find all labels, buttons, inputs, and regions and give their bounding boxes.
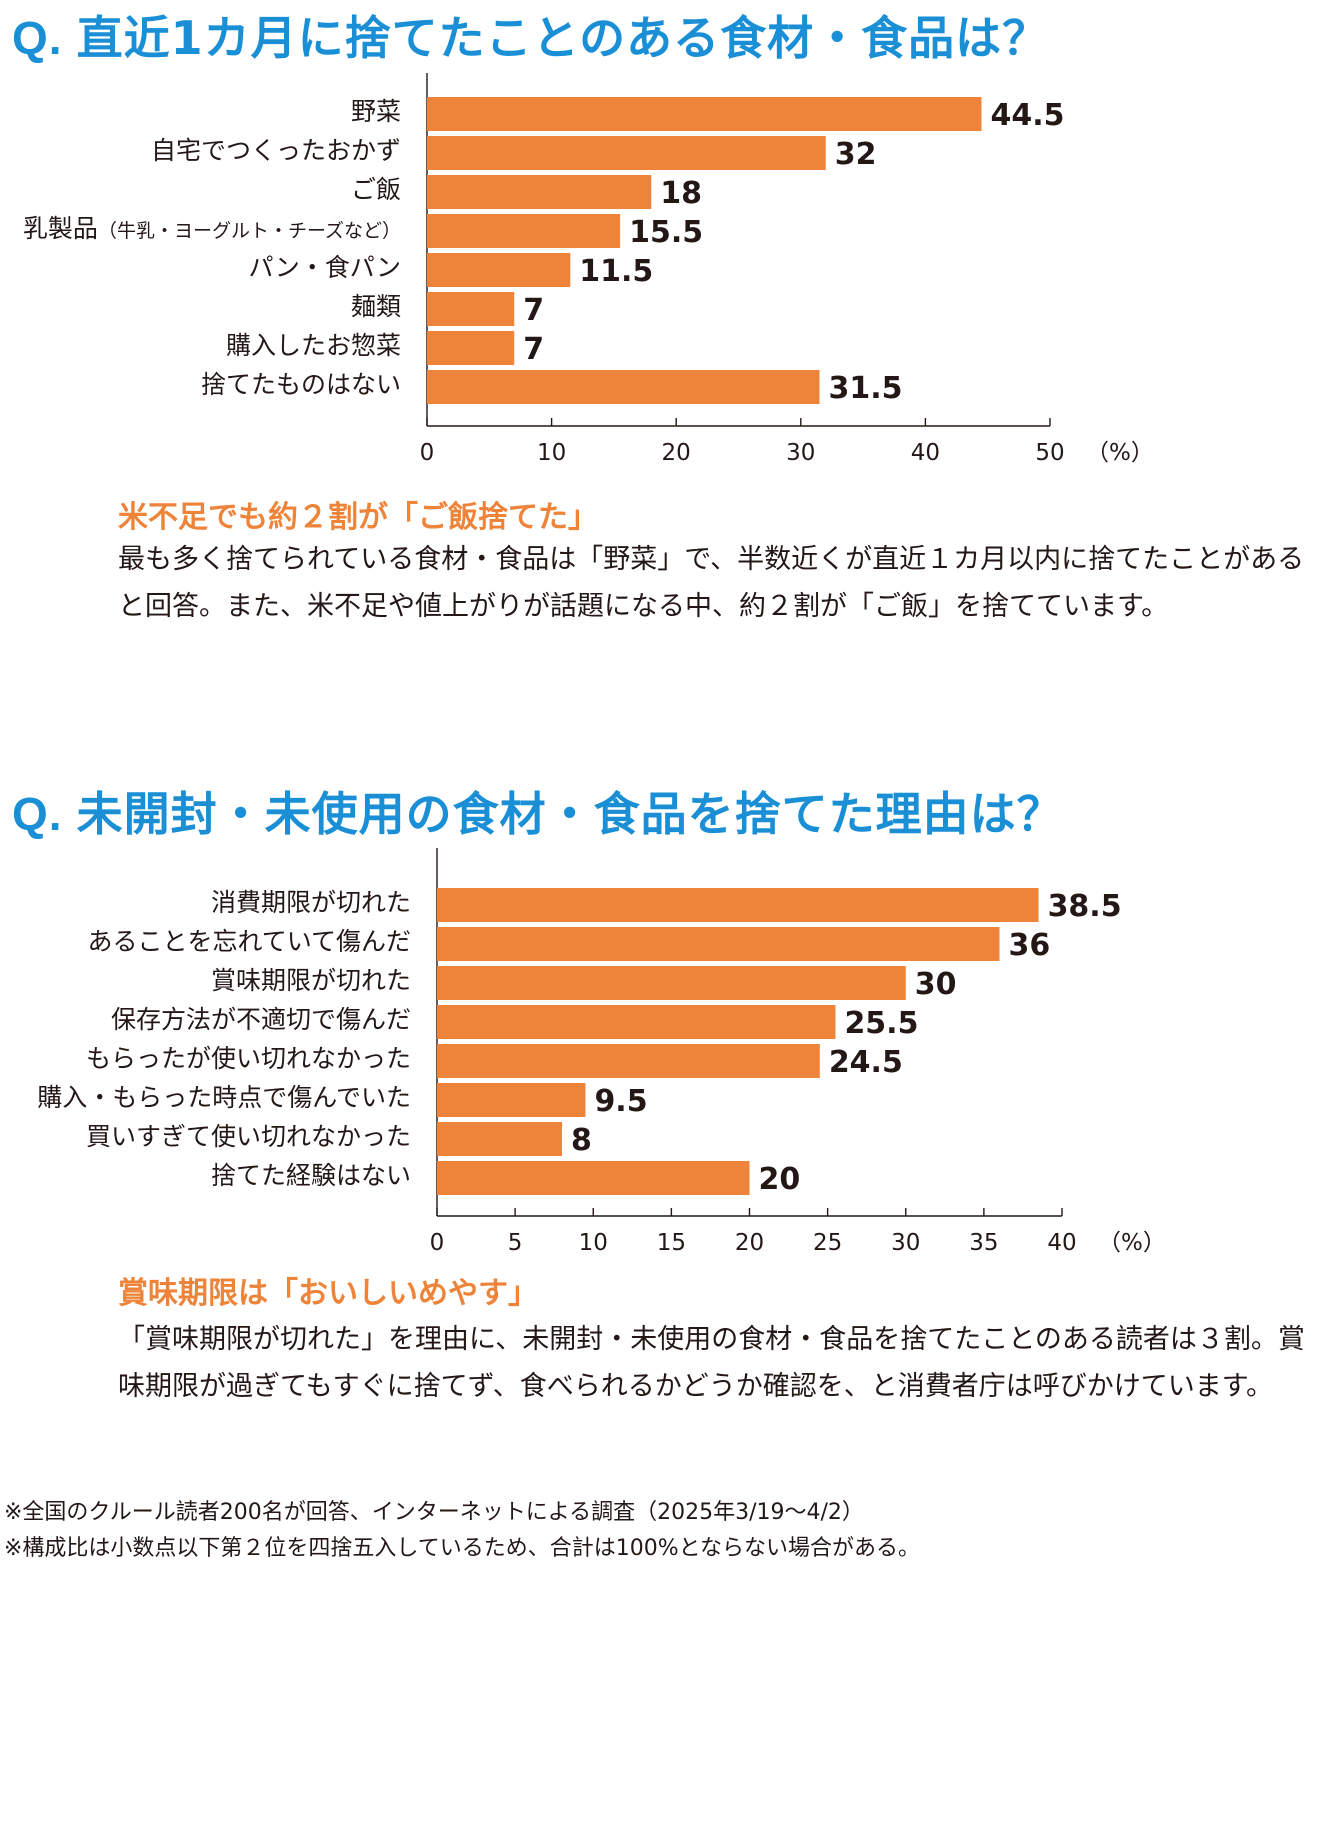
bar [427, 97, 982, 131]
category-label: 自宅でつくったおかず [151, 136, 401, 165]
bar-value-label: 30 [915, 967, 957, 1002]
category-label: ご飯 [351, 175, 401, 204]
bar [427, 253, 571, 287]
chart-1: 0 10 20 30 40 50 （%） 44.5 野菜 32 自宅でつくったおかず 18 ご飯 15.5… [23, 73, 1154, 466]
category-label: 捨てたものはない [201, 370, 401, 399]
question-2-heading: Q. 未開封・未使用の食材・食品を捨てた理由は？ [12, 778, 1064, 844]
category-label: あることを忘れていて傷んだ [87, 927, 411, 956]
category-label: 野菜 [351, 97, 401, 126]
question-1-body: 最も多く捨てられている食材・食品は「野菜」で、半数近くが直近１カ月以内に捨てたこ… [118, 544, 1305, 622]
bar [427, 214, 621, 248]
bar [437, 1161, 750, 1195]
question-1-heading: Q. 直近1カ月に捨てたことのある食材・食品は？ [12, 2, 1049, 68]
question-mark: Q. [12, 788, 63, 840]
bar [437, 888, 1039, 922]
category-label: 乳製品（牛乳・ヨーグルト・チーズなど） [23, 214, 401, 243]
category-label: 麺類 [351, 292, 401, 321]
bar-value-label: 8 [571, 1123, 592, 1158]
chart-2: 0 5 10 15 20 25 30 35 40 （%） 38.5 消費期限が切れた 36 あることを忘れ… [37, 848, 1166, 1256]
category-label: 購入・もらった時点で傷んでいた [37, 1083, 411, 1112]
bar-value-label: 32 [835, 137, 877, 172]
bar [427, 136, 826, 170]
category-label: もらったが使い切れなかった [86, 1044, 411, 1073]
bar [427, 370, 820, 404]
bar-value-label: 15.5 [629, 215, 703, 250]
bar [437, 1044, 820, 1078]
bar-value-label: 20 [759, 1162, 801, 1197]
bar [437, 966, 906, 1000]
question-mark: Q. [12, 12, 63, 64]
x-tick-label: 20 [735, 1230, 764, 1256]
bar-value-label: 31.5 [828, 371, 902, 406]
question-2-title: 未開封・未使用の食材・食品を捨てた理由は？ [76, 787, 1064, 841]
category-label: 捨てた経験はない [211, 1161, 411, 1190]
bar [437, 927, 1000, 961]
bar-value-label: 7 [523, 332, 544, 367]
question-1-title: 直近1カ月に捨てたことのある食材・食品は？ [76, 11, 1050, 65]
bar [427, 292, 515, 326]
bar [437, 1005, 836, 1039]
x-tick-label: 0 [420, 440, 435, 466]
category-label: 消費期限が切れた [211, 888, 411, 917]
x-tick-label: 10 [537, 440, 566, 466]
bar [437, 1083, 586, 1117]
bar-value-label: 11.5 [579, 254, 653, 289]
bar-value-label: 18 [660, 176, 702, 211]
x-tick-label: 35 [969, 1230, 998, 1256]
x-tick-label: 50 [1035, 440, 1064, 466]
footnote-rounding: ※構成比は小数点以下第２位を四捨五入しているため、合計は100%とならない場合が… [4, 1536, 921, 1561]
question-2-body: 「賞味期限が切れた」を理由に、未開封・未使用の食材・食品を捨てたことのある読者は… [118, 1324, 1305, 1402]
x-axis-unit: （%） [1086, 440, 1154, 466]
x-tick-label: 10 [579, 1230, 608, 1256]
question-1-subheading: 米不足でも約２割が「ご飯捨てた」 [118, 500, 598, 535]
x-tick-label: 30 [786, 440, 815, 466]
category-label: 購入したお惣菜 [226, 331, 401, 360]
bar-value-label: 36 [1009, 928, 1051, 963]
question-2-subheading: 賞味期限は「おいしいめやす」 [118, 1276, 538, 1311]
bar-value-label: 24.5 [829, 1045, 903, 1080]
x-tick-label: 30 [891, 1230, 920, 1256]
bar [437, 1122, 562, 1156]
category-label: 賞味期限が切れた [211, 966, 411, 995]
bar-value-label: 38.5 [1048, 889, 1122, 924]
bar-value-label: 44.5 [990, 98, 1064, 133]
bar [427, 175, 652, 209]
category-label: パン・食パン [248, 253, 401, 282]
footnote-survey: ※全国のクルール読者200名が回答、インターネットによる調査（2025年3/19… [4, 1500, 864, 1525]
x-tick-label: 25 [813, 1230, 842, 1256]
x-tick-label: 15 [657, 1230, 686, 1256]
bar-value-label: 7 [523, 293, 544, 328]
x-tick-label: 40 [1047, 1230, 1076, 1256]
x-tick-label: 20 [662, 440, 691, 466]
x-tick-label: 0 [430, 1230, 445, 1256]
x-axis-unit: （%） [1098, 1230, 1166, 1256]
category-label: 保存方法が不適切で傷んだ [111, 1005, 411, 1034]
x-tick-label: 40 [911, 440, 940, 466]
category-label: 買いすぎて使い切れなかった [86, 1122, 411, 1151]
bar-value-label: 25.5 [844, 1006, 918, 1041]
x-tick-label: 5 [508, 1230, 523, 1256]
bar [427, 331, 515, 365]
bar-value-label: 9.5 [594, 1084, 647, 1119]
